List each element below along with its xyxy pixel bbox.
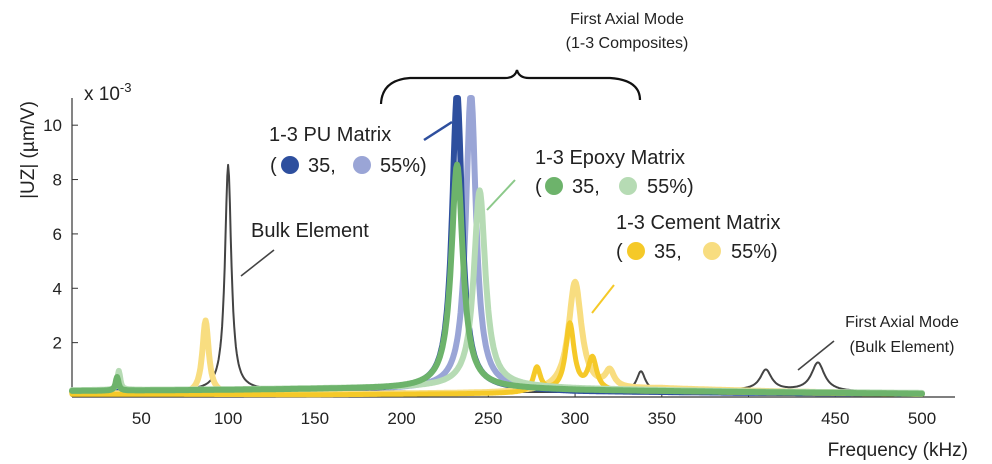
cement-title: 1-3 Cement Matrix <box>616 212 781 234</box>
bulk-element-pointer <box>240 249 275 277</box>
pu-open-paren: ( <box>270 155 277 177</box>
epoxy-55-label: 55%) <box>647 176 694 198</box>
x-tick-label: 350 <box>648 409 676 428</box>
series-line-epoxy_35 <box>69 161 925 397</box>
cement-open-paren: ( <box>616 241 623 263</box>
cement-pointer <box>591 284 615 314</box>
x-tick-label: 300 <box>561 409 589 428</box>
epoxy-35-label: 35, <box>572 176 600 198</box>
x-axis-label: Frequency (kHz) <box>828 440 968 461</box>
pu-35-marker <box>281 156 299 174</box>
x-tick-label: 50 <box>132 409 151 428</box>
pu-55-label: 55%) <box>380 155 427 177</box>
y-tick-label: 2 <box>53 334 62 353</box>
pu-55-marker <box>353 156 371 174</box>
x-tick-label: 400 <box>734 409 762 428</box>
pu-pointer <box>423 120 453 142</box>
y-tick-label: 4 <box>53 279 62 298</box>
cement-35-label: 35, <box>654 241 682 263</box>
x-tick-label: 250 <box>474 409 502 428</box>
first-axial-bulk-line2: (Bulk Element) <box>850 339 955 356</box>
y-multiplier: x 10-3 <box>84 80 131 105</box>
first-axial-composites-line2: (1-3 Composites) <box>566 35 689 52</box>
cement-35-marker <box>627 242 645 260</box>
composites-brace <box>379 69 642 105</box>
epoxy-pointer <box>486 179 516 211</box>
pu-35-label: 35, <box>308 155 336 177</box>
cement-55-label: 55%) <box>731 241 778 263</box>
x-tick-label: 500 <box>908 409 936 428</box>
first-axial-bulk-pointer <box>797 340 835 371</box>
pu-title: 1-3 PU Matrix <box>269 124 391 146</box>
x-tick-label: 150 <box>301 409 329 428</box>
y-tick-label: 8 <box>53 171 62 190</box>
y-tick-label: 6 <box>53 225 62 244</box>
y-tick-label: 10 <box>43 116 62 135</box>
first-axial-composites-line1: First Axial Mode <box>570 11 684 28</box>
x-tick-label: 100 <box>214 409 242 428</box>
epoxy-title: 1-3 Epoxy Matrix <box>535 147 685 169</box>
cement-55-marker <box>703 242 721 260</box>
y-axis-label: |UZ| (µm/V) <box>18 101 39 199</box>
bulk-element-label: Bulk Element <box>251 220 369 242</box>
epoxy-55-marker <box>619 177 637 195</box>
x-tick-label: 200 <box>387 409 415 428</box>
epoxy-35-marker <box>545 177 563 195</box>
x-tick-label: 450 <box>821 409 849 428</box>
epoxy-open-paren: ( <box>535 176 542 198</box>
first-axial-bulk-line1: First Axial Mode <box>845 314 959 331</box>
